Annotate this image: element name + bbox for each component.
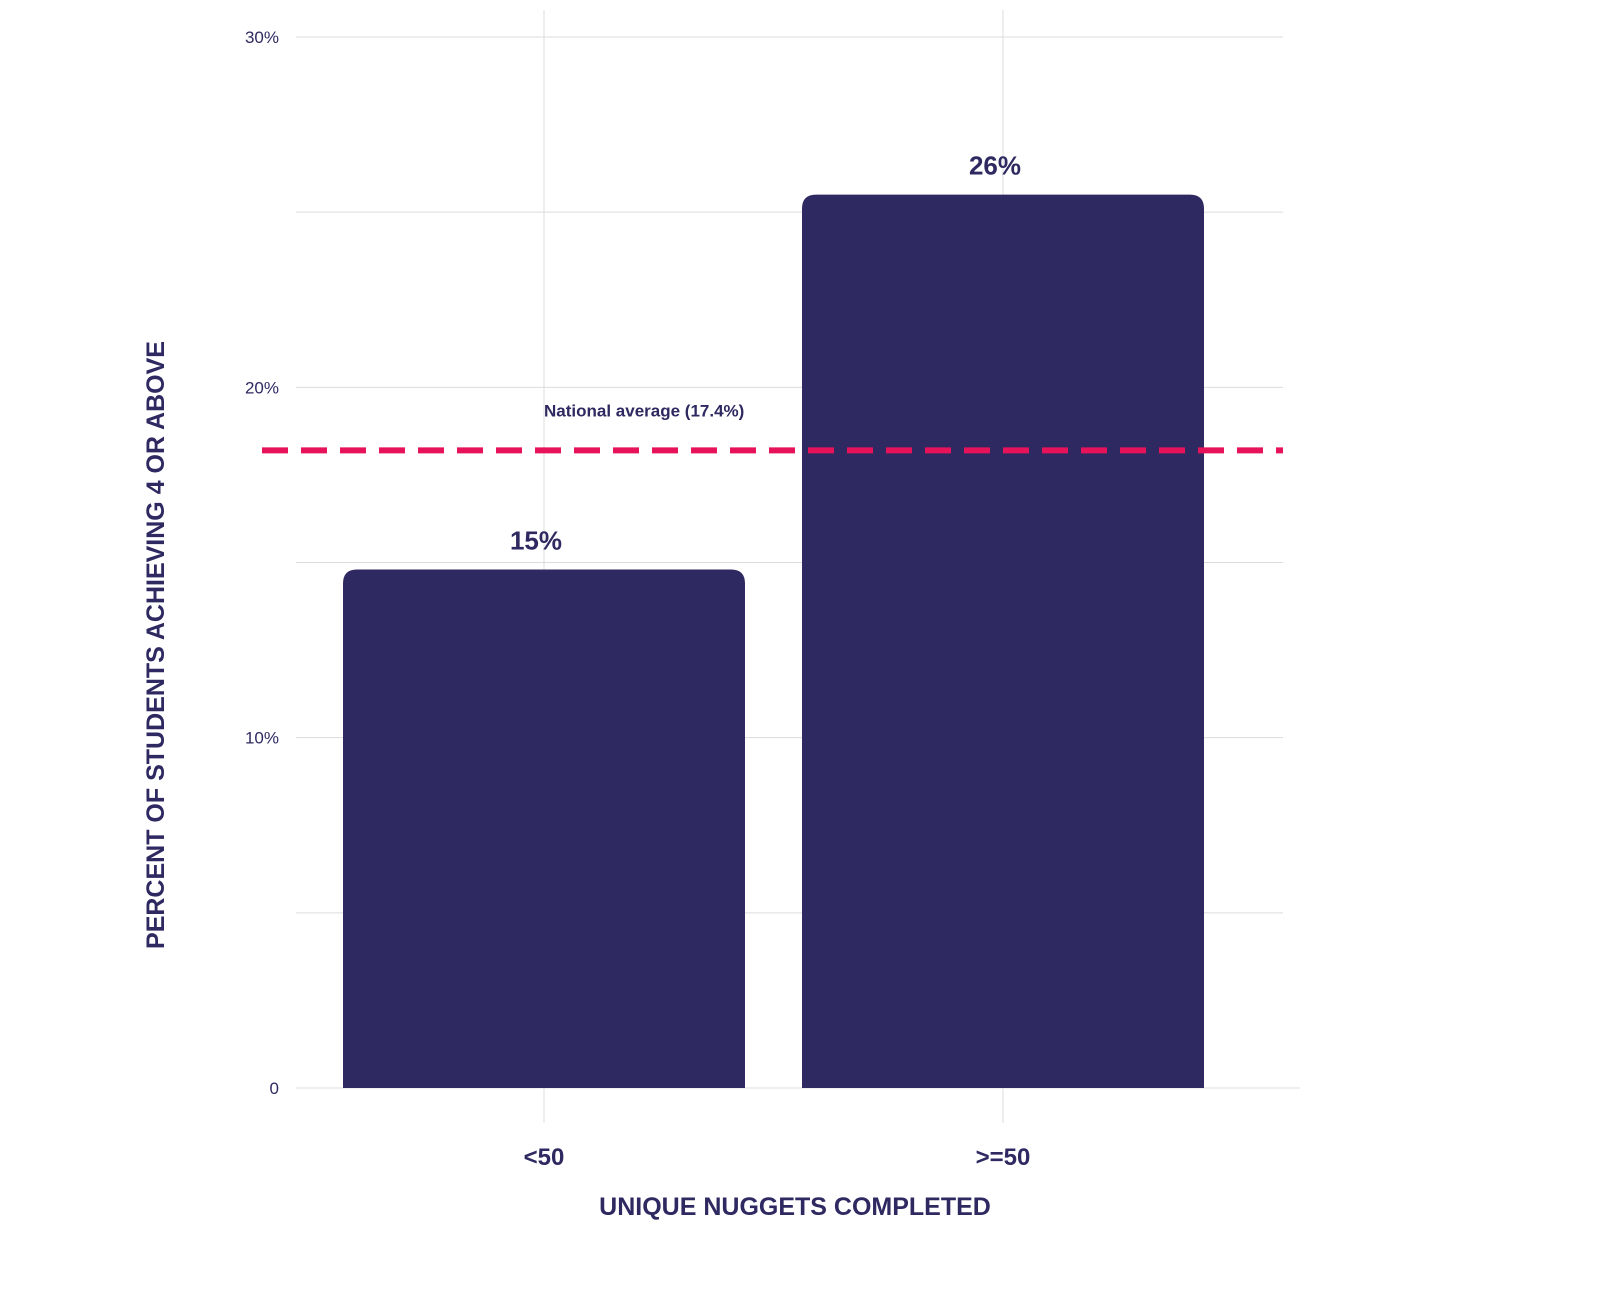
bar-2	[802, 194, 1204, 1088]
x-axis-title: UNIQUE NUGGETS COMPLETED	[599, 1193, 991, 1221]
bars	[343, 194, 1204, 1088]
national-average-label: National average (17.4%)	[544, 401, 744, 420]
y-tick-label: 20%	[245, 378, 279, 397]
y-axis-title: PERCENT OF STUDENTS ACHIEVING 4 OR ABOVE	[142, 341, 170, 949]
y-tick-label: 30%	[245, 28, 279, 47]
bar-data-labels: 15% 26%	[510, 151, 1021, 556]
y-tick-label: 10%	[245, 729, 279, 748]
bar-value-label: 15%	[510, 526, 562, 556]
y-tick-labels: 0 10% 20% 30%	[245, 28, 279, 1098]
x-category-label: <50	[524, 1144, 565, 1171]
x-category-label: >=50	[976, 1144, 1031, 1171]
y-tick-label: 0	[270, 1079, 279, 1098]
reference-line-group: National average (17.4%)	[262, 401, 1283, 454]
x-category-labels: <50 >=50	[524, 1144, 1031, 1171]
bar-value-label: 26%	[969, 151, 1021, 181]
bar-1	[343, 569, 745, 1088]
